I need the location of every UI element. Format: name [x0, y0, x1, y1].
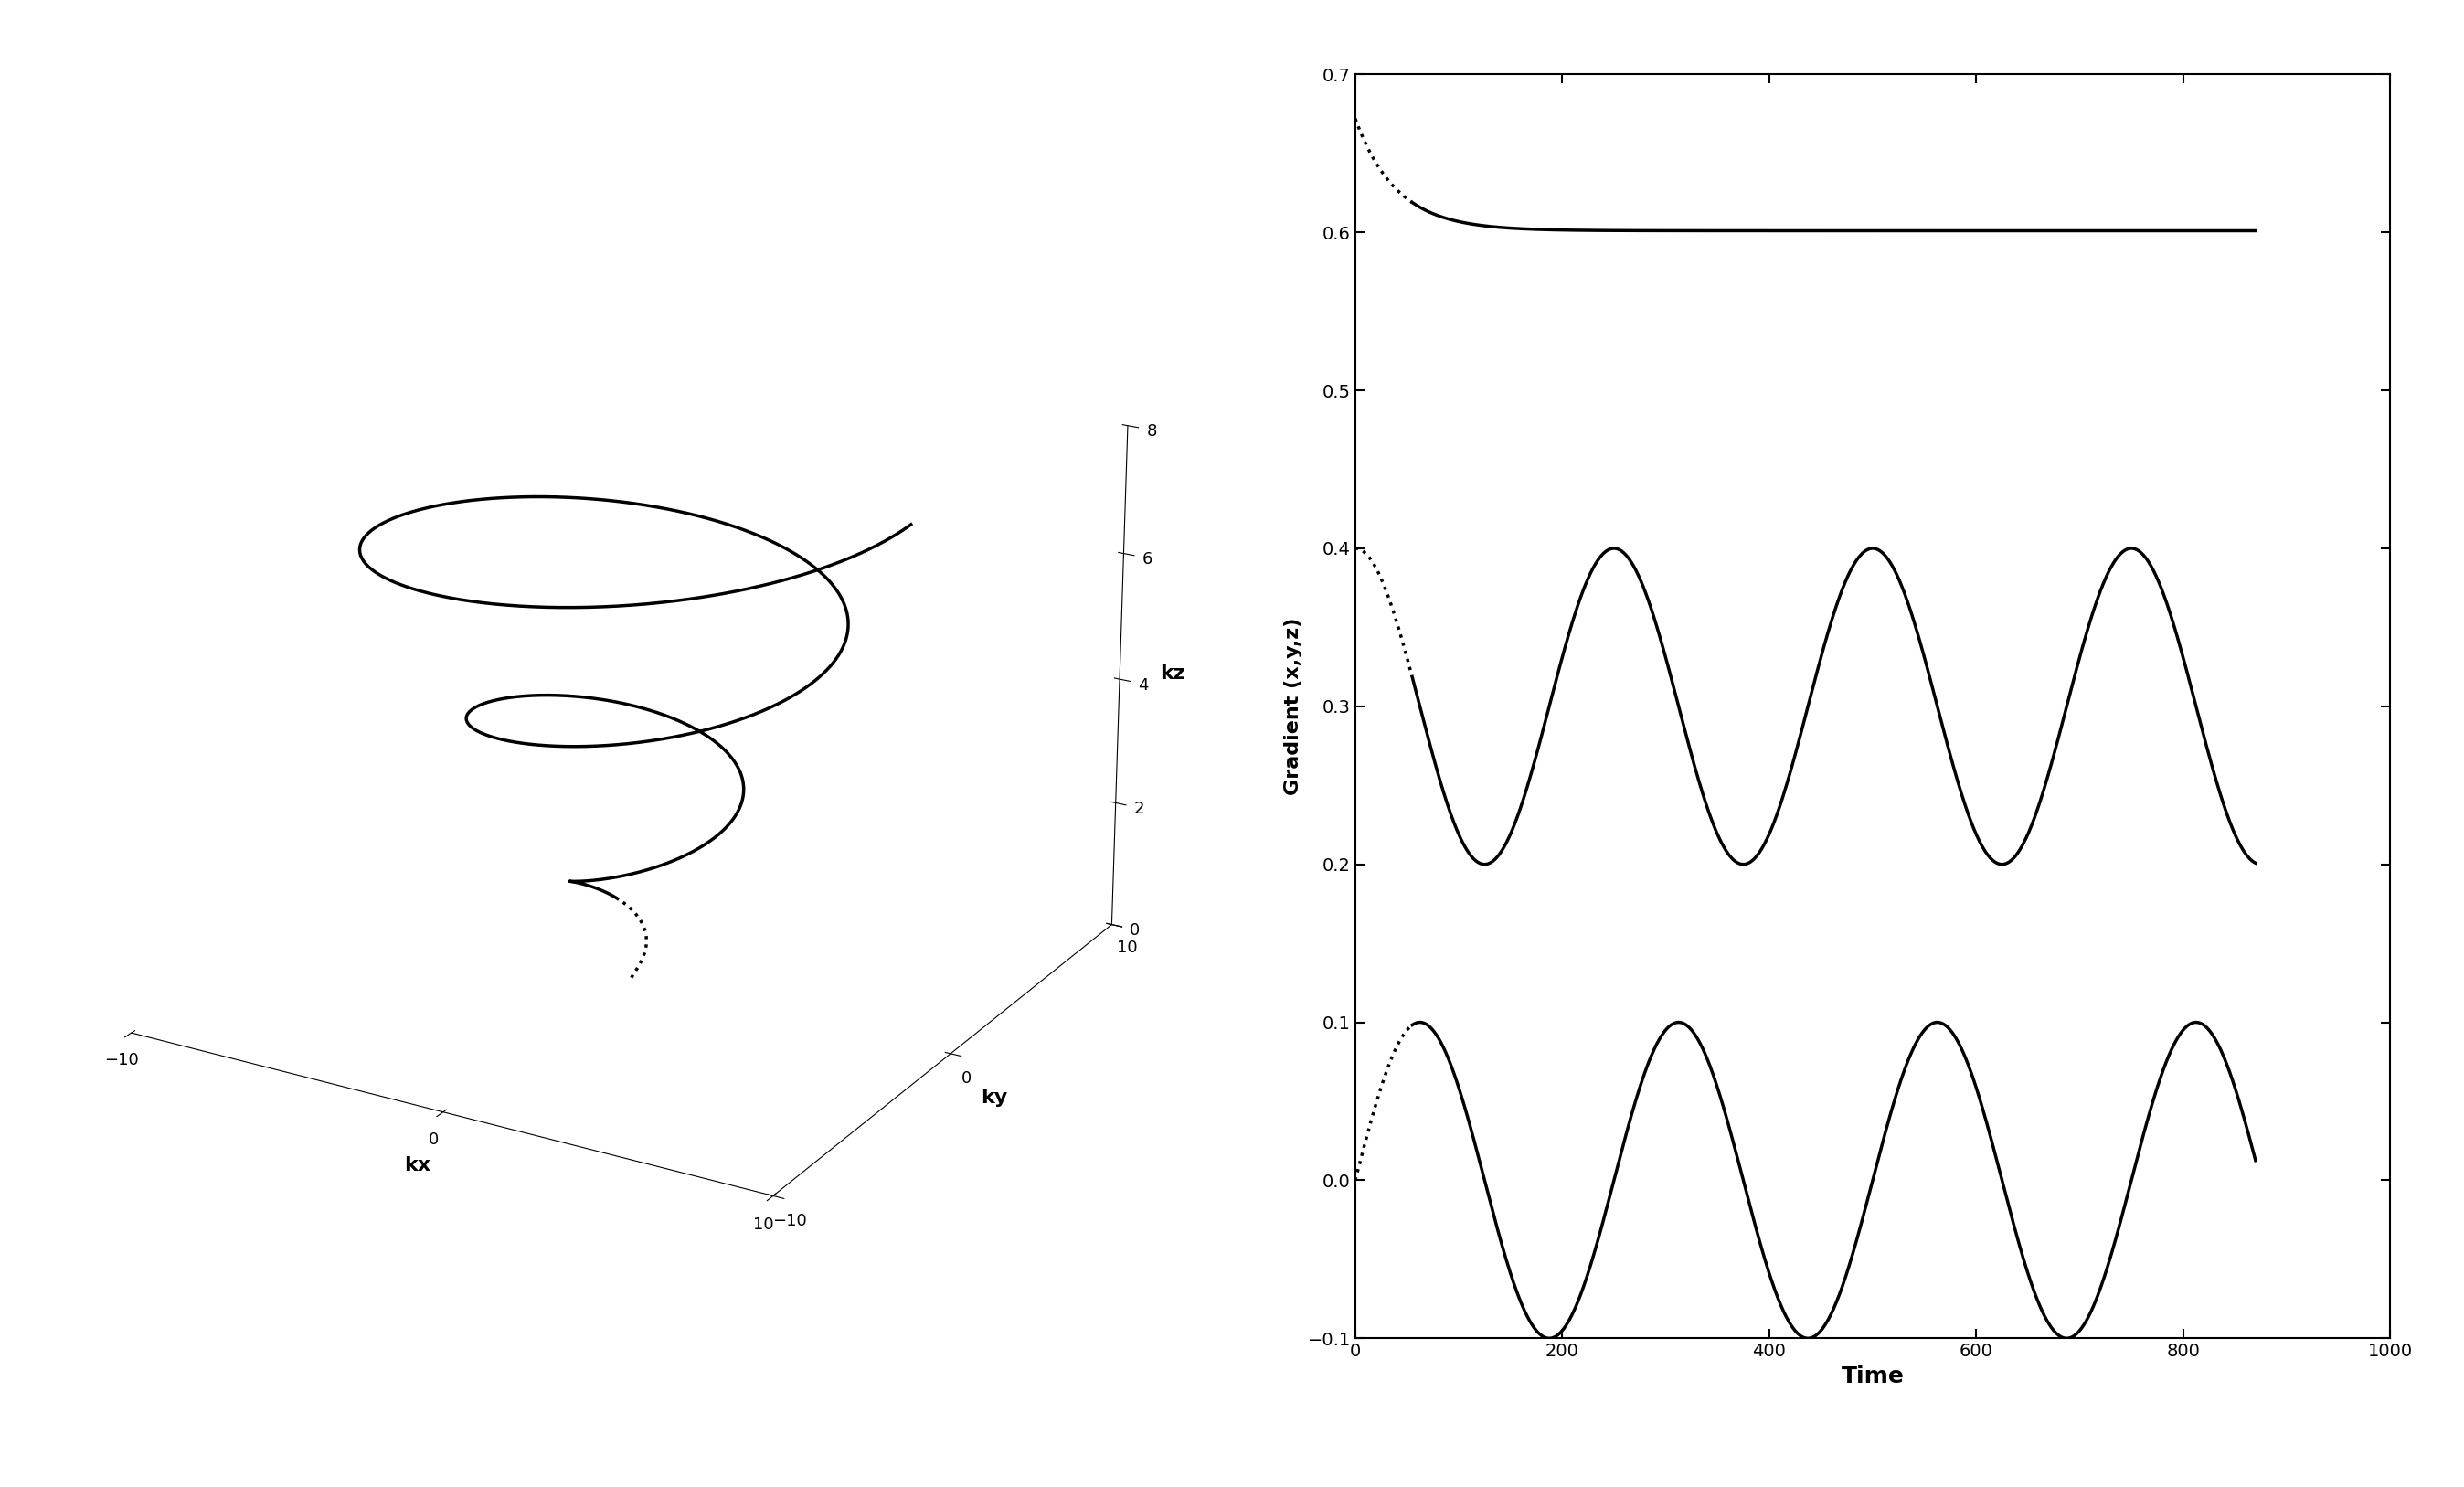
Y-axis label: ky: ky — [981, 1088, 1008, 1106]
Y-axis label: Gradient (x,y,z): Gradient (x,y,z) — [1284, 617, 1303, 796]
X-axis label: Time: Time — [1841, 1365, 1905, 1387]
X-axis label: kx: kx — [404, 1155, 431, 1175]
